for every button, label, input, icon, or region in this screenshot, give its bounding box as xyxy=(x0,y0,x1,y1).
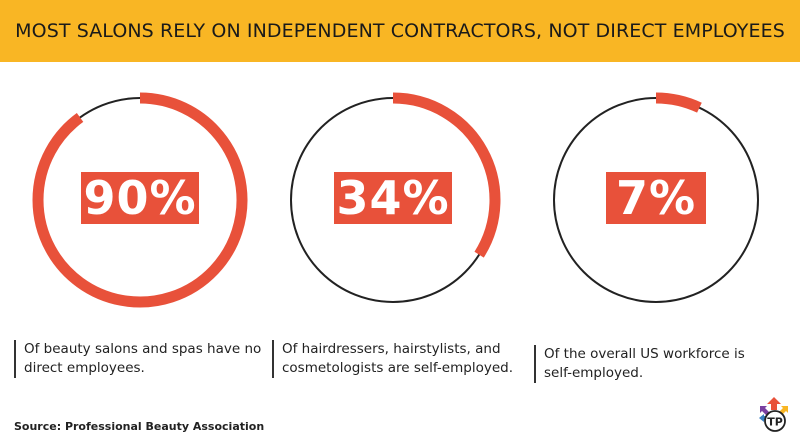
tp-logo-icon: TP xyxy=(759,397,788,432)
source-note: Source: Professional Beauty Association xyxy=(14,420,265,433)
value-label: 90% xyxy=(81,172,199,224)
ring-arc-90 xyxy=(32,92,248,308)
value-label: 34% xyxy=(334,172,452,224)
stat-90-percent: 90% xyxy=(25,85,255,315)
description-34: Of hairdressers, hairstylists, and cosme… xyxy=(272,340,513,378)
ring-chart xyxy=(32,92,248,308)
ring-chart xyxy=(290,92,501,303)
ring-arc-34 xyxy=(392,92,501,258)
description-90: Of beauty salons and spas have no direct… xyxy=(14,340,261,378)
ring-chart xyxy=(553,92,759,303)
page-title: MOST SALONS RELY ON INDEPENDENT CONTRACT… xyxy=(15,20,785,42)
value-label: 7% xyxy=(606,172,706,224)
stat-7-percent: 7% xyxy=(541,85,771,315)
header-banner: MOST SALONS RELY ON INDEPENDENT CONTRACT… xyxy=(0,0,800,62)
description-7: Of the overall US workforce is self-empl… xyxy=(534,345,745,383)
stat-34-percent: 34% xyxy=(278,85,508,315)
description-line: Of the overall US workforce is xyxy=(544,346,745,362)
description-line: Of hairdressers, hairstylists, and xyxy=(282,341,501,357)
description-line: Of beauty salons and spas have no xyxy=(24,341,262,357)
description-line: cosmetologists are self-employed. xyxy=(282,360,513,376)
description-line: self-employed. xyxy=(544,365,644,381)
logo-text: TP xyxy=(767,416,783,429)
ring-arc-7 xyxy=(655,92,702,113)
description-line: direct employees. xyxy=(24,360,145,376)
